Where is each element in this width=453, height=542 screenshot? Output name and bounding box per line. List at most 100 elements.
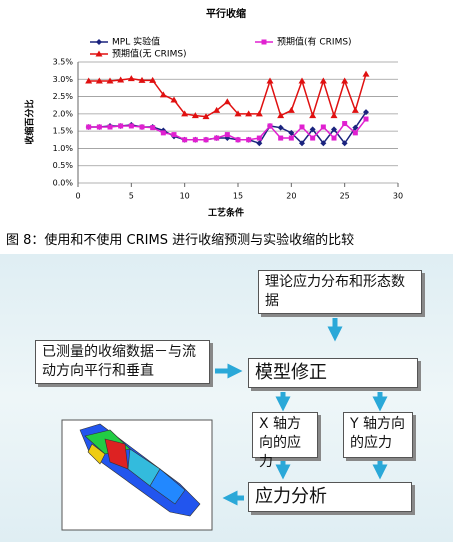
y-axis-label: 收缩百分比 [24, 99, 36, 144]
marker [106, 77, 114, 84]
marker [299, 124, 305, 130]
marker [320, 124, 326, 130]
y-tick-label: 1.5% [53, 127, 74, 136]
node: 模型修正 [248, 358, 418, 388]
marker [96, 124, 102, 130]
marker [288, 129, 295, 136]
marker [246, 137, 252, 143]
arrows [61, 318, 388, 531]
y-tick-label: 0.5% [53, 161, 74, 170]
marker [107, 124, 113, 130]
x-tick-label: 15 [233, 192, 243, 201]
y-tick-label: 3.0% [53, 75, 74, 84]
marker [234, 110, 242, 117]
marker [171, 132, 177, 138]
y-tick-label: 2.5% [53, 92, 74, 101]
marker [86, 124, 92, 130]
marker [267, 123, 273, 129]
marker [352, 124, 359, 131]
marker [170, 96, 178, 103]
marker [128, 123, 134, 129]
x-tick-label: 0 [75, 192, 80, 201]
marker [138, 76, 146, 83]
marker [309, 126, 316, 133]
marker [255, 110, 263, 117]
chart-title: 平行收缩 [206, 7, 246, 20]
marker [256, 140, 263, 147]
marker [181, 110, 189, 117]
marker [309, 112, 317, 119]
marker [235, 137, 241, 143]
legend-label: 预期值(无 CRIMS) [112, 48, 187, 60]
marker [352, 130, 358, 136]
marker [278, 135, 284, 141]
plot-area [78, 62, 398, 183]
marker [256, 135, 262, 141]
node: X 轴方向的应力 [252, 412, 318, 470]
marker [159, 91, 167, 98]
marker [331, 126, 337, 133]
marker [299, 140, 305, 147]
node: 已测量的收缩数据－与流动方向平行和垂直 [35, 340, 210, 384]
marker [213, 106, 221, 113]
marker [96, 39, 102, 45]
x-tick-label: 25 [340, 192, 350, 201]
marker [277, 112, 285, 119]
mesh [79, 423, 201, 517]
marker [214, 135, 220, 141]
marker [363, 116, 369, 122]
marker [160, 130, 166, 136]
marker [261, 39, 267, 45]
marker [118, 123, 124, 129]
marker [342, 121, 348, 127]
x-tick-label: 30 [393, 192, 403, 201]
y-tick-label: 2.0% [53, 109, 74, 118]
legend-label: MPL 实验值 [112, 36, 160, 48]
node: 理论应力分布和形态数据 [258, 270, 422, 314]
node: Y 轴方向的应力 [343, 412, 413, 458]
marker [341, 77, 349, 84]
y-tick-label: 3.5% [53, 58, 74, 67]
marker [319, 77, 327, 84]
marker [192, 137, 198, 143]
marker [330, 112, 338, 119]
marker [191, 112, 199, 119]
marker [277, 124, 284, 131]
marker [363, 109, 369, 116]
marker [150, 125, 156, 131]
marker [203, 137, 209, 143]
marker [362, 70, 370, 77]
marker [287, 106, 295, 113]
y-tick-label: 0.0% [53, 179, 74, 188]
x-tick-label: 5 [129, 192, 134, 201]
caption: 图 8：使用和不使用 CRIMS 进行收缩预测与实验收缩的比较 [6, 233, 355, 248]
marker [223, 98, 231, 105]
marker [341, 140, 348, 147]
marker [224, 132, 230, 138]
x-tick-label: 10 [180, 192, 190, 201]
marker [182, 137, 188, 143]
marker [266, 77, 274, 84]
x-tick-label: 20 [286, 192, 296, 201]
marker [245, 110, 253, 117]
marker [95, 77, 103, 84]
marker [149, 76, 157, 83]
marker [139, 124, 145, 130]
marker [310, 135, 316, 141]
node: 应力分析 [248, 482, 412, 512]
legend-label: 预期值(有 CRIMS) [277, 36, 352, 48]
diagram: 理论应力分布和形态数据 已测量的收缩数据－与流动方向平行和垂直 模型修正 X 轴… [0, 254, 453, 542]
marker [85, 77, 93, 84]
marker [351, 106, 359, 113]
marker [288, 135, 294, 141]
marker [95, 50, 103, 57]
y-tick-label: 1.0% [53, 144, 74, 153]
chart: 平行收缩 工艺条件 收缩百分比 0.0% 0.5% 1.0% 1.5% 2.0% 2.5%… [24, 7, 404, 219]
x-axis-label: 工艺条件 [208, 207, 244, 219]
marker [298, 77, 306, 84]
marker [320, 140, 327, 147]
marker [331, 135, 337, 141]
marker [127, 75, 135, 82]
marker [117, 76, 125, 83]
